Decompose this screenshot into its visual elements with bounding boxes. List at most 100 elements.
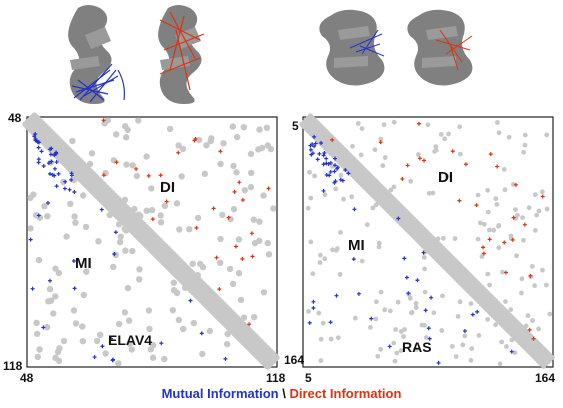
contact-dot [513, 207, 518, 213]
mi-contact [356, 291, 361, 296]
contact-dot [413, 305, 419, 310]
contact-dot [121, 196, 129, 203]
contact-dot [475, 236, 481, 242]
contact-dot [494, 202, 500, 207]
contact-dot [441, 235, 446, 241]
contact-dot [190, 319, 198, 327]
contact-dot [170, 287, 178, 294]
contact-dot [378, 136, 384, 142]
contact-dot [197, 260, 204, 268]
contact-dot [462, 333, 468, 339]
mi-contact [41, 164, 46, 169]
contact-dot [55, 357, 63, 365]
legend-mi: Mutual Information [161, 386, 279, 401]
contact-dot [122, 247, 129, 254]
mi-contact [338, 177, 343, 182]
mi-contact [509, 349, 514, 354]
contact-dot [529, 343, 535, 349]
contact-dot [530, 318, 535, 323]
contact-dot [224, 340, 231, 348]
contact-dot [247, 150, 255, 158]
contact-dot [539, 351, 545, 356]
mi-contact [56, 171, 61, 176]
mi-contact [49, 159, 54, 164]
di-contact [176, 150, 181, 155]
contact-dot [95, 238, 102, 245]
contact-dot [135, 117, 142, 124]
contact-dot [422, 322, 427, 328]
contact-dot [452, 236, 458, 242]
contact-dot [273, 354, 280, 361]
mi-contact [32, 134, 37, 139]
mi-contact [109, 336, 114, 341]
contact-dot [333, 247, 339, 253]
contact-dot [423, 335, 429, 340]
contact-dot [439, 328, 445, 333]
contact-dot [416, 152, 421, 157]
contact-dot [247, 183, 255, 191]
contact-dot [241, 187, 248, 194]
contact-dot [122, 123, 129, 130]
mi-contact [92, 355, 97, 360]
contact-dot [395, 299, 401, 305]
mi-contact [436, 360, 441, 365]
ras-structure-di [407, 9, 473, 86]
contact-dot [240, 124, 247, 131]
contact-dot [519, 290, 524, 296]
di-contact [158, 173, 163, 178]
contact-dot [433, 144, 439, 150]
mi-contact [315, 157, 320, 162]
di-contact [194, 225, 199, 230]
di-contact [146, 173, 151, 178]
mi-contact [72, 189, 77, 194]
elav4-tick-top-left: 48 [8, 111, 22, 125]
contact-dot [157, 212, 164, 219]
contact-dot [50, 310, 57, 317]
contact-dot [523, 323, 529, 329]
contact-dot [116, 320, 123, 328]
mi-contact [33, 131, 38, 136]
mi-contact [332, 169, 337, 174]
contact-dot [393, 327, 398, 332]
contact-dot [102, 350, 109, 357]
ras-tick-bottom-start: 5 [305, 371, 312, 385]
ras-mi-label: MI [348, 237, 365, 254]
contact-dot [184, 277, 192, 284]
ras-tick-bottom-end: 164 [535, 371, 555, 385]
mi-contact [69, 177, 74, 182]
contact-dot [476, 333, 482, 338]
contact-dot [503, 299, 508, 304]
contact-dot [442, 136, 448, 142]
contact-dot [83, 268, 90, 275]
contact-dot [260, 289, 268, 296]
mi-contact [69, 171, 74, 176]
contact-dot [240, 314, 248, 321]
contact-dot [72, 169, 79, 176]
contact-dot [425, 122, 431, 128]
contact-dot [100, 190, 107, 197]
contact-dot [468, 358, 474, 363]
contact-dot [426, 190, 432, 196]
contact-dot [180, 325, 187, 333]
contact-dot [409, 310, 414, 316]
legend-caption: Mutual Information \ Direct Information [0, 386, 563, 401]
contact-dot [450, 344, 455, 349]
contact-dot [317, 260, 323, 265]
contact-dot [148, 185, 155, 192]
ras-structure-mi [319, 9, 385, 86]
contact-dot [121, 309, 129, 316]
contact-dot [413, 301, 419, 306]
mi-contact [321, 188, 326, 193]
contact-dot [350, 143, 355, 149]
contact-dot [335, 335, 341, 341]
contact-dot [481, 221, 487, 227]
contact-dot [521, 149, 527, 155]
contact-dot [401, 334, 406, 339]
contact-dot [205, 287, 212, 295]
contact-dot [536, 208, 542, 214]
contact-dot [237, 296, 245, 304]
contact-dot [161, 202, 169, 209]
mi-contact [36, 213, 41, 218]
contact-dot [460, 275, 466, 281]
contact-dot [511, 182, 516, 187]
